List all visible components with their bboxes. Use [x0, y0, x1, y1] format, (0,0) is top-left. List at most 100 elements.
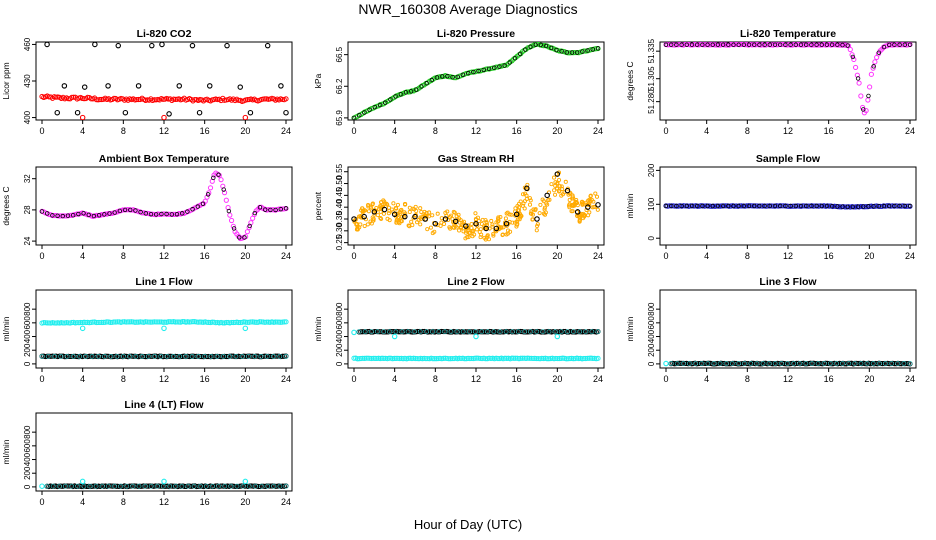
data-point [227, 212, 233, 218]
data-point [457, 220, 462, 225]
data-point [391, 355, 397, 361]
y-axis-label: percent [313, 191, 323, 220]
data-point [192, 96, 198, 103]
data-point [216, 172, 221, 177]
data-point [93, 97, 100, 103]
data-point [265, 207, 272, 213]
data-point [837, 204, 843, 210]
data-point [689, 203, 695, 209]
data-point [723, 361, 729, 366]
data-point [224, 42, 230, 49]
data-point [95, 319, 101, 326]
y-tick-label: 51.280 [647, 89, 656, 114]
data-point [240, 483, 246, 489]
data-point [460, 329, 466, 335]
panel-title: Ambient Box Temperature [99, 153, 230, 165]
data-point [133, 208, 138, 213]
data-point [778, 203, 783, 209]
y-tick-label: 400 [23, 329, 32, 343]
data-point [795, 42, 801, 48]
data-point [729, 361, 735, 366]
data-point [379, 204, 384, 209]
x-tick-label: 24 [593, 126, 603, 136]
data-point [521, 201, 526, 206]
data-point [93, 483, 99, 489]
data-point [534, 329, 540, 335]
data-point [563, 179, 568, 184]
data-point [834, 361, 839, 366]
data-point [876, 203, 882, 209]
data-point [528, 355, 534, 361]
data-point [107, 319, 114, 325]
data-point [231, 226, 237, 231]
x-tick-label: 0 [351, 251, 356, 261]
data-point [190, 319, 196, 325]
data-point [62, 213, 68, 219]
data-point [366, 203, 371, 208]
data-point [907, 42, 913, 47]
y-tick-label: 0.35 [335, 211, 344, 227]
x-tick-label: 12 [783, 126, 793, 136]
data-point [268, 207, 273, 213]
x-tick-label: 0 [663, 374, 668, 384]
data-point [271, 353, 276, 359]
data-point [179, 483, 185, 489]
data-point [381, 355, 387, 361]
data-point [51, 320, 57, 326]
data-point [783, 42, 788, 47]
data-point [197, 319, 203, 325]
data-point [56, 213, 63, 219]
data-point [152, 353, 158, 359]
data-point [889, 42, 896, 48]
data-point [128, 483, 134, 489]
x-tick-label: 24 [905, 374, 915, 384]
data-point [190, 207, 195, 212]
data-point [840, 204, 845, 209]
data-point [754, 361, 760, 366]
data-point [897, 42, 902, 47]
data-point [484, 220, 489, 225]
data-point [491, 233, 496, 238]
panel-title: Line 1 Flow [135, 276, 193, 288]
data-point [252, 483, 258, 489]
data-point [736, 361, 741, 366]
y-tick-label: 65.9 [335, 110, 344, 126]
data-point [887, 203, 892, 209]
data-point [533, 42, 538, 47]
data-point [362, 110, 367, 115]
data-point [434, 75, 440, 80]
data-point [710, 42, 715, 47]
data-point [81, 483, 87, 489]
data-point [866, 204, 871, 209]
data-point [518, 199, 523, 204]
data-point [845, 204, 850, 210]
data-point [170, 353, 176, 359]
data-point [477, 355, 483, 362]
data-point [169, 483, 176, 489]
data-point [69, 319, 75, 326]
data-point [205, 192, 211, 197]
y-tick-label: 51.335 [647, 38, 656, 63]
x-tick-label: 16 [200, 126, 210, 136]
data-point [850, 204, 856, 210]
x-tick-label: 8 [745, 126, 750, 136]
y-tick-label: 100 [647, 197, 656, 211]
data-point [367, 355, 373, 361]
data-point [429, 77, 435, 83]
x-tick-label: 24 [281, 374, 291, 384]
data-point [473, 333, 479, 340]
data-point [58, 353, 64, 359]
data-point [146, 319, 152, 325]
data-point [379, 355, 385, 361]
data-point [252, 210, 258, 216]
x-tick-label: 16 [824, 374, 834, 384]
data-point [707, 203, 713, 209]
data-point [564, 329, 570, 335]
data-point [128, 319, 135, 325]
data-point [375, 213, 380, 218]
data-point [865, 97, 871, 103]
data-point [174, 319, 180, 325]
data-point [351, 329, 357, 336]
data-point [258, 353, 264, 359]
data-point [481, 67, 486, 73]
